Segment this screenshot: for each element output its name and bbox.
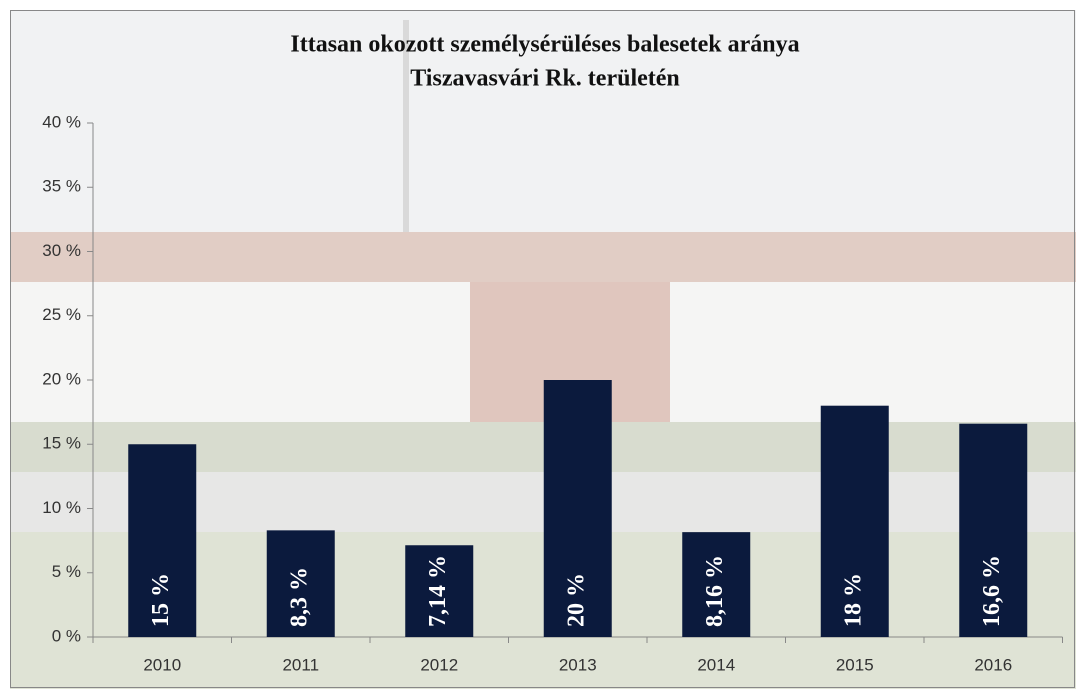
- y-tick-label: 10 %: [42, 498, 81, 517]
- x-tick-label: 2014: [697, 655, 735, 674]
- x-tick-label: 2011: [282, 655, 319, 674]
- x-tick-label: 2012: [420, 655, 458, 674]
- value-label: 15 %: [148, 573, 174, 627]
- value-label: 8,16 %: [702, 555, 728, 627]
- y-tick-label: 20 %: [42, 369, 81, 388]
- value-label: 16,6 %: [979, 555, 1005, 627]
- value-label: 18 %: [840, 573, 866, 627]
- y-tick-label: 35 %: [42, 177, 81, 196]
- y-tick-label: 40 %: [42, 112, 81, 131]
- chart-title: Tiszavasvári Rk. területén: [410, 66, 680, 92]
- y-tick-label: 15 %: [42, 434, 81, 453]
- x-tick-label: 2016: [974, 655, 1012, 674]
- value-label: 8,3 %: [286, 567, 312, 627]
- x-tick-label: 2015: [836, 655, 874, 674]
- y-tick-label: 30 %: [42, 241, 81, 260]
- chart: Ittasan okozott személysérüléses baleset…: [0, 0, 1076, 689]
- y-tick-label: 25 %: [42, 305, 81, 324]
- x-tick-label: 2013: [559, 655, 597, 674]
- y-tick-label: 0 %: [52, 626, 81, 645]
- value-label: 7,14 %: [425, 555, 451, 627]
- roof: [10, 232, 1076, 282]
- y-tick-label: 5 %: [52, 562, 81, 581]
- chart-title: Ittasan okozott személysérüléses baleset…: [290, 32, 799, 58]
- value-label: 20 %: [563, 573, 589, 627]
- x-tick-label: 2010: [143, 655, 181, 674]
